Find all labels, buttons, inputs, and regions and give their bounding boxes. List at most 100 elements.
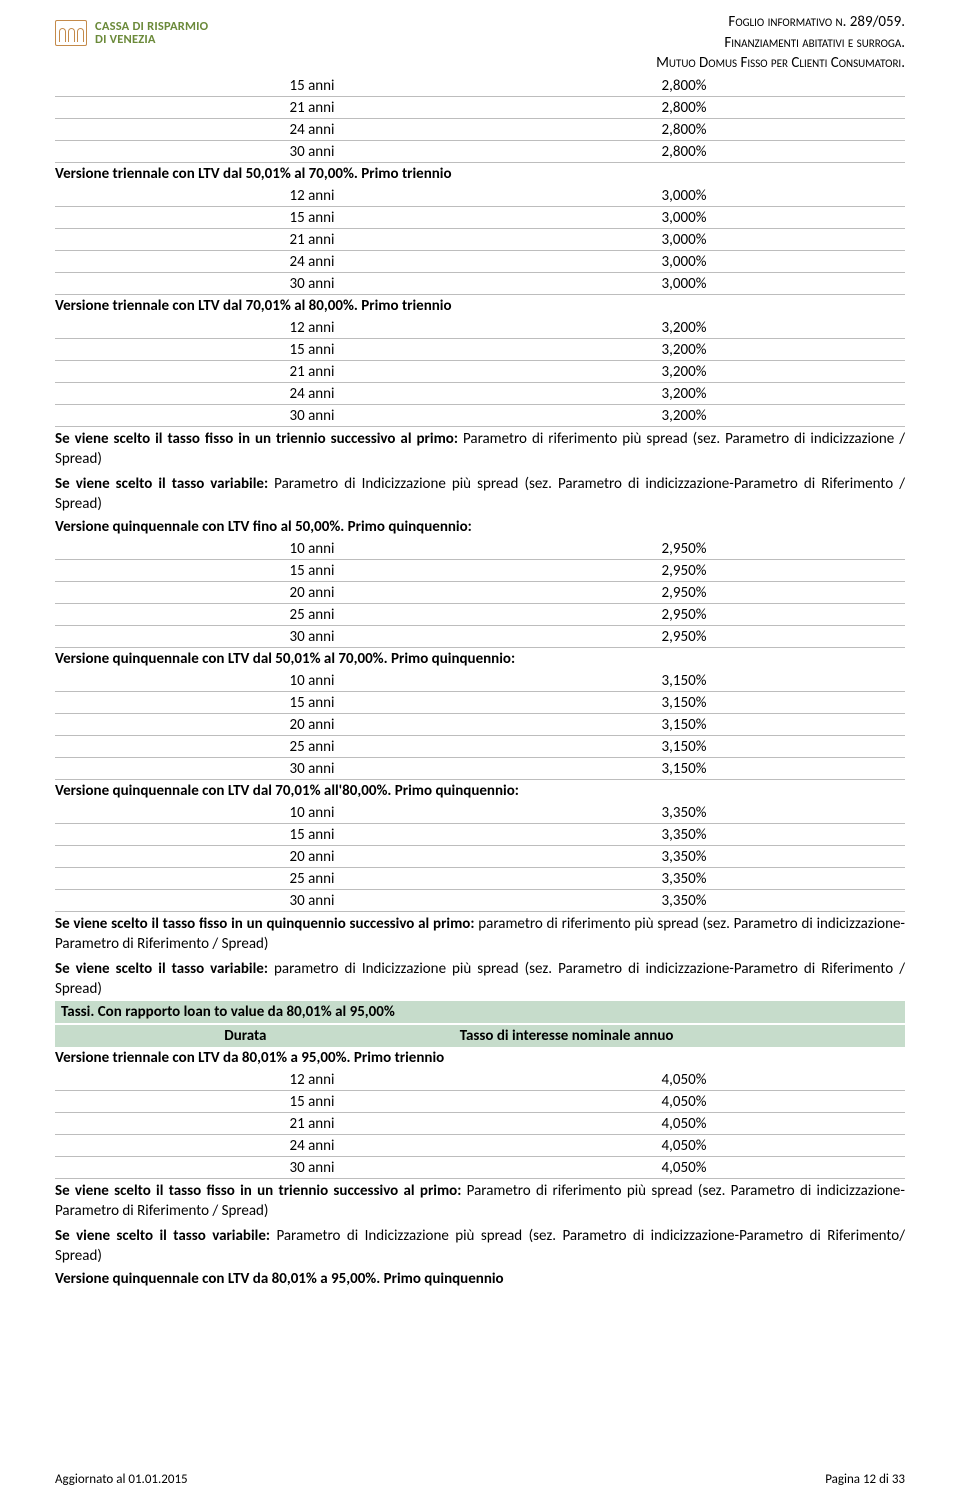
rate-cell: 3,000% — [463, 207, 905, 229]
table-row: 15 anni2,950% — [55, 560, 905, 582]
duration-cell: 30 anni — [55, 405, 463, 427]
header-l1a: Foglio informativo n. — [728, 13, 846, 31]
header-l3b: per Clienti Consumatori. — [768, 54, 905, 72]
duration-cell: 21 anni — [55, 1113, 463, 1135]
paragraph: Se viene scelto il tasso variabile: para… — [55, 957, 905, 1002]
header-rate: Tasso di interesse nominale annuo — [430, 1027, 899, 1045]
rate-cell: 3,000% — [463, 185, 905, 207]
rate-cell: 3,150% — [463, 758, 905, 780]
logo-arches-icon — [55, 20, 87, 46]
rate-cell: 2,950% — [463, 582, 905, 604]
duration-cell: 30 anni — [55, 626, 463, 648]
header-l1b: 289/059. — [846, 13, 905, 31]
table-row: 20 anni2,950% — [55, 582, 905, 604]
table-row: 15 anni3,000% — [55, 207, 905, 229]
section-title: Versione quinquennale con LTV fino al 50… — [55, 516, 905, 538]
table-row: 25 anni3,150% — [55, 736, 905, 758]
table-row: 25 anni2,950% — [55, 604, 905, 626]
rate-cell: 3,000% — [463, 251, 905, 273]
duration-cell: 15 anni — [55, 692, 463, 714]
rate-cell: 3,200% — [463, 405, 905, 427]
table-row: 15 anni3,150% — [55, 692, 905, 714]
rate-cell: 2,950% — [463, 626, 905, 648]
rate-cell: 3,200% — [463, 361, 905, 383]
duration-cell: 20 anni — [55, 714, 463, 736]
rate-cell: 3,150% — [463, 692, 905, 714]
table-row: 21 anni2,800% — [55, 97, 905, 119]
rate-cell: 2,800% — [463, 97, 905, 119]
table-row: 12 anni3,000% — [55, 185, 905, 207]
duration-cell: 12 anni — [55, 317, 463, 339]
duration-cell: 21 anni — [55, 361, 463, 383]
document-body: 15 anni2,800%21 anni2,800%24 anni2,800%3… — [55, 75, 905, 1290]
rates-table: 10 anni3,150%15 anni3,150%20 anni3,150%2… — [55, 670, 905, 780]
rate-cell: 3,000% — [463, 273, 905, 295]
rate-cell: 2,950% — [463, 538, 905, 560]
paragraph-bold: Se viene scelto il tasso fisso in un tri… — [55, 1182, 467, 1200]
paragraph-bold: Se viene scelto il tasso variabile: — [55, 960, 274, 978]
table-row: 30 anni3,000% — [55, 273, 905, 295]
duration-cell: 15 anni — [55, 339, 463, 361]
paragraph: Se viene scelto il tasso fisso in un qui… — [55, 912, 905, 957]
rates-table: 10 anni2,950%15 anni2,950%20 anni2,950%2… — [55, 538, 905, 648]
paragraph-bold: Se viene scelto il tasso variabile: — [55, 475, 274, 493]
rates-table: 10 anni3,350%15 anni3,350%20 anni3,350%2… — [55, 802, 905, 912]
duration-cell: 21 anni — [55, 97, 463, 119]
paragraph-bold: Se viene scelto il tasso variabile: — [55, 1227, 276, 1245]
rate-cell: 3,200% — [463, 339, 905, 361]
duration-cell: 10 anni — [55, 802, 463, 824]
section-title: Versione quinquennale con LTV dal 50,01%… — [55, 648, 905, 670]
rate-cell: 3,350% — [463, 846, 905, 868]
duration-cell: 20 anni — [55, 846, 463, 868]
section-green-title: Tassi. Con rapporto loan to value da 80,… — [55, 1001, 905, 1023]
footer-date: Aggiornato al 01.01.2015 — [55, 1472, 188, 1487]
table-row: 30 anni2,800% — [55, 141, 905, 163]
header-l2: Finanziamenti abitativi e surroga. — [724, 34, 905, 52]
section-title: Versione triennale con LTV dal 70,01% al… — [55, 295, 905, 317]
rates-table: 12 anni4,050%15 anni4,050%21 anni4,050%2… — [55, 1069, 905, 1179]
table-row: 21 anni4,050% — [55, 1113, 905, 1135]
duration-cell: 30 anni — [55, 758, 463, 780]
footer-page: Pagina 12 di 33 — [825, 1472, 905, 1487]
table-row: 20 anni3,350% — [55, 846, 905, 868]
rate-cell: 3,200% — [463, 317, 905, 339]
table-row: 10 anni3,350% — [55, 802, 905, 824]
rate-cell: 3,000% — [463, 229, 905, 251]
table-row: 12 anni4,050% — [55, 1069, 905, 1091]
table-row: 21 anni3,000% — [55, 229, 905, 251]
duration-cell: 15 anni — [55, 207, 463, 229]
table-row: 24 anni3,000% — [55, 251, 905, 273]
rate-cell: 2,800% — [463, 75, 905, 97]
duration-cell: 25 anni — [55, 736, 463, 758]
duration-cell: 12 anni — [55, 185, 463, 207]
header-duration: Durata — [61, 1027, 430, 1045]
paragraph-bold: Se viene scelto il tasso fisso in un qui… — [55, 915, 478, 933]
rate-cell: 2,950% — [463, 560, 905, 582]
duration-cell: 30 anni — [55, 1157, 463, 1179]
table-row: 15 anni2,800% — [55, 75, 905, 97]
table-row: 21 anni3,200% — [55, 361, 905, 383]
table-row: 10 anni3,150% — [55, 670, 905, 692]
duration-cell: 15 anni — [55, 1091, 463, 1113]
rates-table: 15 anni2,800%21 anni2,800%24 anni2,800%3… — [55, 75, 905, 163]
rate-cell: 4,050% — [463, 1113, 905, 1135]
table-row: 25 anni3,350% — [55, 868, 905, 890]
rates-table: 12 anni3,000%15 anni3,000%21 anni3,000%2… — [55, 185, 905, 295]
table-row: 30 anni2,950% — [55, 626, 905, 648]
duration-cell: 15 anni — [55, 560, 463, 582]
logo-line2: DI VENEZIA — [95, 33, 208, 46]
rate-cell: 2,800% — [463, 119, 905, 141]
paragraph-bold: Se viene scelto il tasso fisso in un tri… — [55, 430, 463, 448]
rate-cell: 3,150% — [463, 670, 905, 692]
duration-cell: 12 anni — [55, 1069, 463, 1091]
rate-cell: 4,050% — [463, 1157, 905, 1179]
duration-cell: 15 anni — [55, 75, 463, 97]
duration-cell: 10 anni — [55, 670, 463, 692]
table-row: 15 anni3,200% — [55, 339, 905, 361]
duration-cell: 25 anni — [55, 868, 463, 890]
rate-cell: 3,200% — [463, 383, 905, 405]
table-row: 24 anni4,050% — [55, 1135, 905, 1157]
duration-cell: 30 anni — [55, 273, 463, 295]
rate-cell: 3,350% — [463, 890, 905, 912]
rate-cell: 2,950% — [463, 604, 905, 626]
